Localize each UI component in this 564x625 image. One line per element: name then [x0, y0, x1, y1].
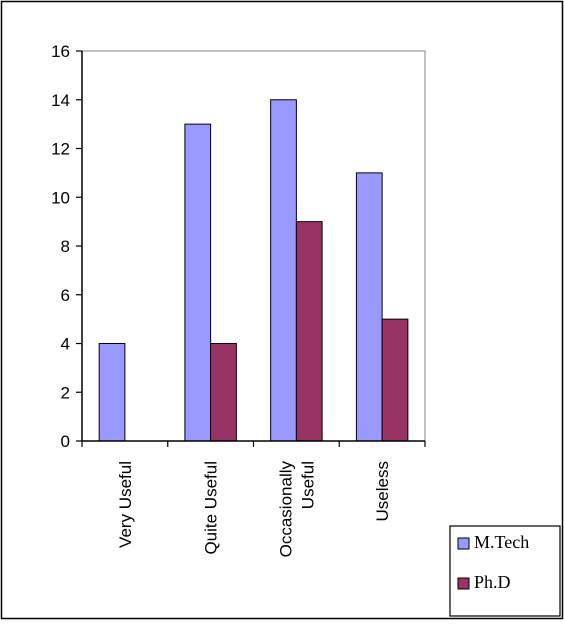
y-tick-label: 16 [51, 42, 70, 61]
y-tick-label: 8 [61, 237, 70, 256]
x-tick-label: Quite Useful [202, 461, 221, 555]
y-tick-label: 4 [61, 335, 70, 354]
y-axis: 0 2 4 6 8 10 12 14 16 [51, 42, 83, 451]
bars [98, 99, 409, 442]
x-tick-label: Occasionally [276, 461, 295, 558]
bar-m-tech-3 [355, 172, 383, 442]
legend: M.Tech Ph.D [449, 525, 561, 617]
y-tick-label: 12 [51, 140, 70, 159]
legend-swatch [457, 537, 470, 550]
bar-ph-d-3 [381, 318, 409, 442]
x-axis: Very Useful Quite Useful Occasionally Usefu… [81, 440, 426, 558]
legend-label: M.Tech [474, 532, 529, 552]
x-tick-label: Very Useful [116, 461, 135, 548]
legend-label: Ph.D [474, 572, 511, 592]
bar-m-tech-0 [98, 343, 126, 442]
y-tick-label: 10 [51, 188, 70, 207]
y-tick-label: 0 [61, 432, 70, 451]
bar-ph-d-1 [210, 343, 237, 442]
x-tick-label: Useful [298, 461, 317, 509]
bar-m-tech-2 [270, 99, 297, 442]
y-tick-label: 2 [61, 383, 70, 402]
y-tick-label: 14 [51, 91, 70, 110]
x-tick-label: Useless [373, 461, 392, 521]
legend-swatch [457, 577, 470, 590]
y-tick-label: 6 [61, 286, 70, 305]
bar-m-tech-1 [184, 123, 212, 442]
bar-ph-d-2 [295, 221, 323, 442]
